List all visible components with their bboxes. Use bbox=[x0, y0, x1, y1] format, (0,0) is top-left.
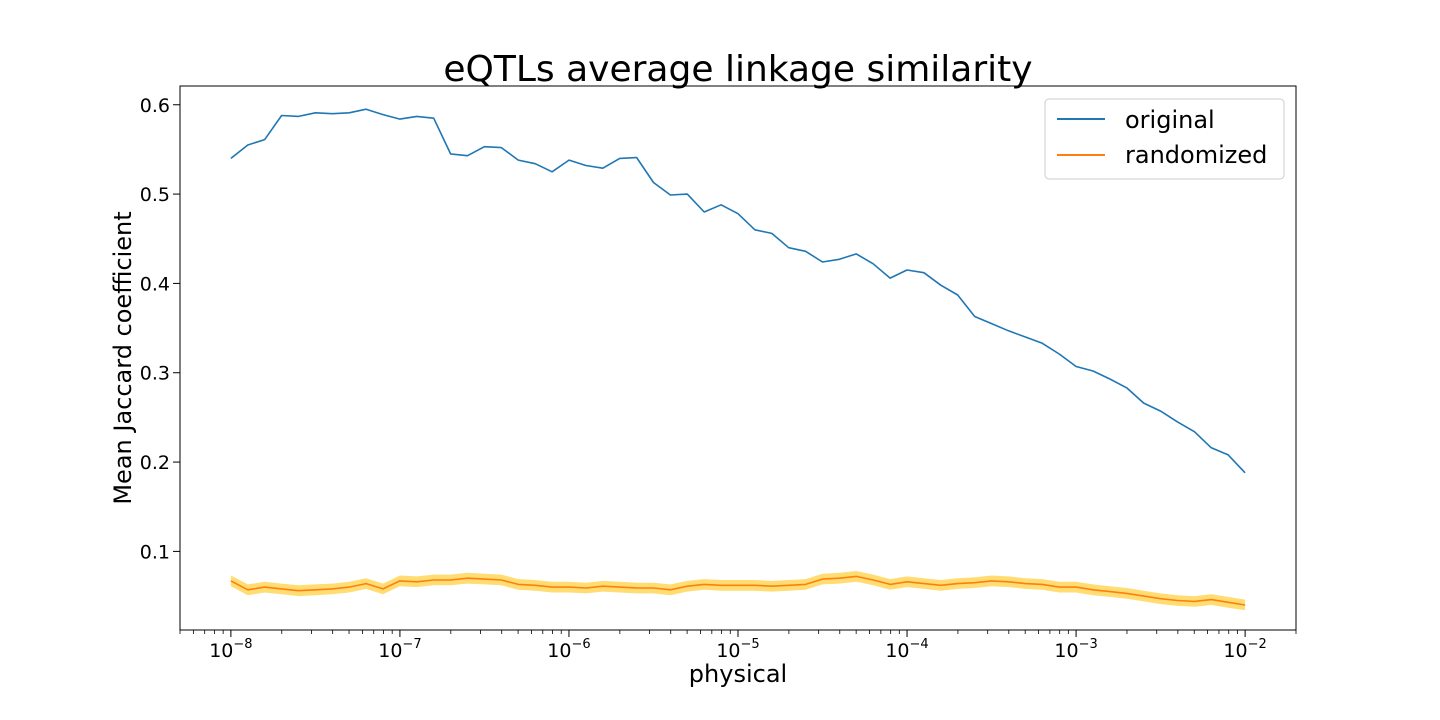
series-lines bbox=[230, 108, 1246, 606]
x-axis-ticks: 10−8 10−7 10−6 10−5 10−4 10−3 10−2 bbox=[209, 630, 1267, 662]
x-axis-minor-ticks bbox=[179, 630, 1297, 634]
legend: original randomized bbox=[1044, 98, 1285, 180]
y-axis-ticks: 0.1 0.2 0.3 0.4 0.5 0.6 bbox=[140, 95, 180, 563]
series-line-randomized bbox=[230, 575, 1246, 606]
y-tick-label-1: 0.2 bbox=[140, 452, 170, 474]
x-tick-label-2: 10−6 bbox=[547, 637, 590, 662]
x-tick-label-5: 10−3 bbox=[1054, 637, 1097, 662]
legend-label-randomized: randomized bbox=[1125, 141, 1267, 169]
legend-label-original: original bbox=[1125, 106, 1215, 134]
x-tick-label-4: 10−4 bbox=[885, 637, 928, 662]
y-tick-label-0: 0.1 bbox=[140, 541, 170, 563]
randomized-band-layer bbox=[230, 571, 1246, 611]
x-tick-label-0: 10−8 bbox=[209, 637, 252, 662]
x-axis-label: physical bbox=[689, 660, 787, 688]
y-tick-label-2: 0.3 bbox=[140, 363, 170, 385]
x-tick-label-3: 10−5 bbox=[716, 637, 759, 662]
x-tick-label-1: 10−7 bbox=[378, 637, 421, 662]
y-tick-label-3: 0.4 bbox=[140, 273, 170, 295]
y-tick-label-5: 0.6 bbox=[140, 95, 170, 117]
x-tick-label-6: 10−2 bbox=[1223, 637, 1266, 662]
series-line-original bbox=[230, 108, 1246, 474]
chart-title: eQTLs average linkage similarity bbox=[443, 49, 1032, 90]
y-tick-label-4: 0.5 bbox=[140, 184, 170, 206]
y-axis-label: Mean Jaccard coefficient bbox=[109, 211, 137, 504]
randomized-confidence-band bbox=[230, 571, 1246, 611]
